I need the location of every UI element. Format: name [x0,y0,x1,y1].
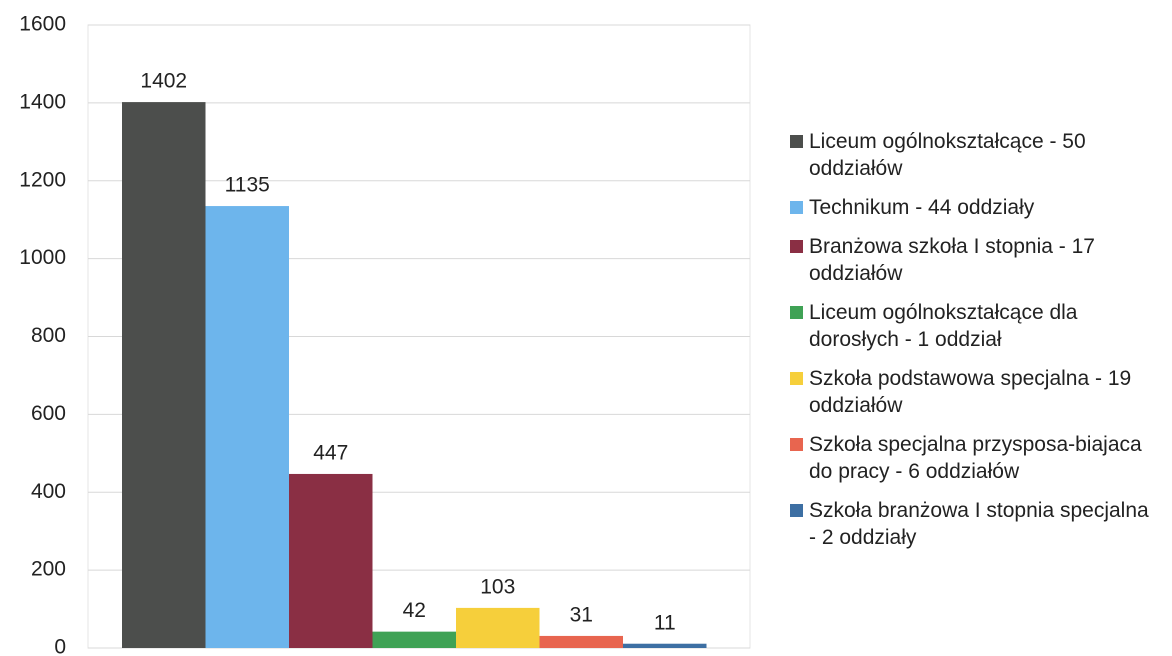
legend-swatch [790,372,803,385]
legend-label: Szkoła branżowa I stopnia specjalna - 2 … [809,499,1149,549]
y-tick-label: 200 [31,558,66,581]
legend-label: Liceum ogólnokształcące - 50 oddziałów [809,130,1086,180]
legend-label: Liceum ogólnokształcące dla dorosłych - … [809,301,1078,351]
legend-swatch [790,240,803,253]
value-label: 42 [403,599,426,622]
legend-item: Liceum ogólnokształcące - 50 oddziałów [790,128,1150,182]
legend-swatch [790,135,803,148]
legend-item: Szkoła podstawowa specjalna - 19 oddział… [790,365,1150,419]
y-tick-label: 600 [31,402,66,425]
y-tick-label: 1600 [19,13,66,36]
y-tick-label: 1000 [19,246,66,269]
bar [456,607,540,648]
bar [539,635,623,648]
y-tick-label: 0 [54,636,66,656]
value-label: 31 [570,603,593,626]
value-label: 1402 [140,70,187,93]
value-label: 11 [654,611,676,634]
y-tick-label: 1200 [19,168,66,191]
legend-item: Szkoła branżowa I stopnia specjalna - 2 … [790,497,1150,551]
bar [372,631,456,648]
value-label: 447 [313,441,348,464]
legend-label: Szkoła specjalna przysposa-biajaca do pr… [809,433,1142,483]
value-label: 1135 [225,174,270,197]
legend-label: Branżowa szkoła I stopnia - 17 oddziałów [809,235,1095,285]
legend-label: Technikum - 44 oddziały [809,196,1035,219]
bar [205,206,289,648]
legend-swatch [790,201,803,214]
legend-swatch [790,306,803,319]
legend-item: Branżowa szkoła I stopnia - 17 oddziałów [790,233,1150,287]
bar [289,473,373,648]
bar [122,102,206,648]
y-tick-label: 1400 [19,90,66,113]
y-tick-label: 800 [31,324,66,347]
legend-item: Liceum ogólnokształcące dla dorosłych - … [790,299,1150,353]
value-label: 103 [480,575,515,598]
legend: Liceum ogólnokształcące - 50 oddziałów Te… [790,128,1150,551]
legend-item: Szkoła specjalna przysposa-biajaca do pr… [790,431,1150,485]
legend-label: Szkoła podstawowa specjalna - 19 oddział… [809,367,1132,417]
legend-swatch [790,504,803,517]
legend-swatch [790,438,803,451]
bar [623,643,707,648]
y-tick-label: 400 [31,480,66,503]
legend-item: Technikum - 44 oddziały [790,194,1150,221]
